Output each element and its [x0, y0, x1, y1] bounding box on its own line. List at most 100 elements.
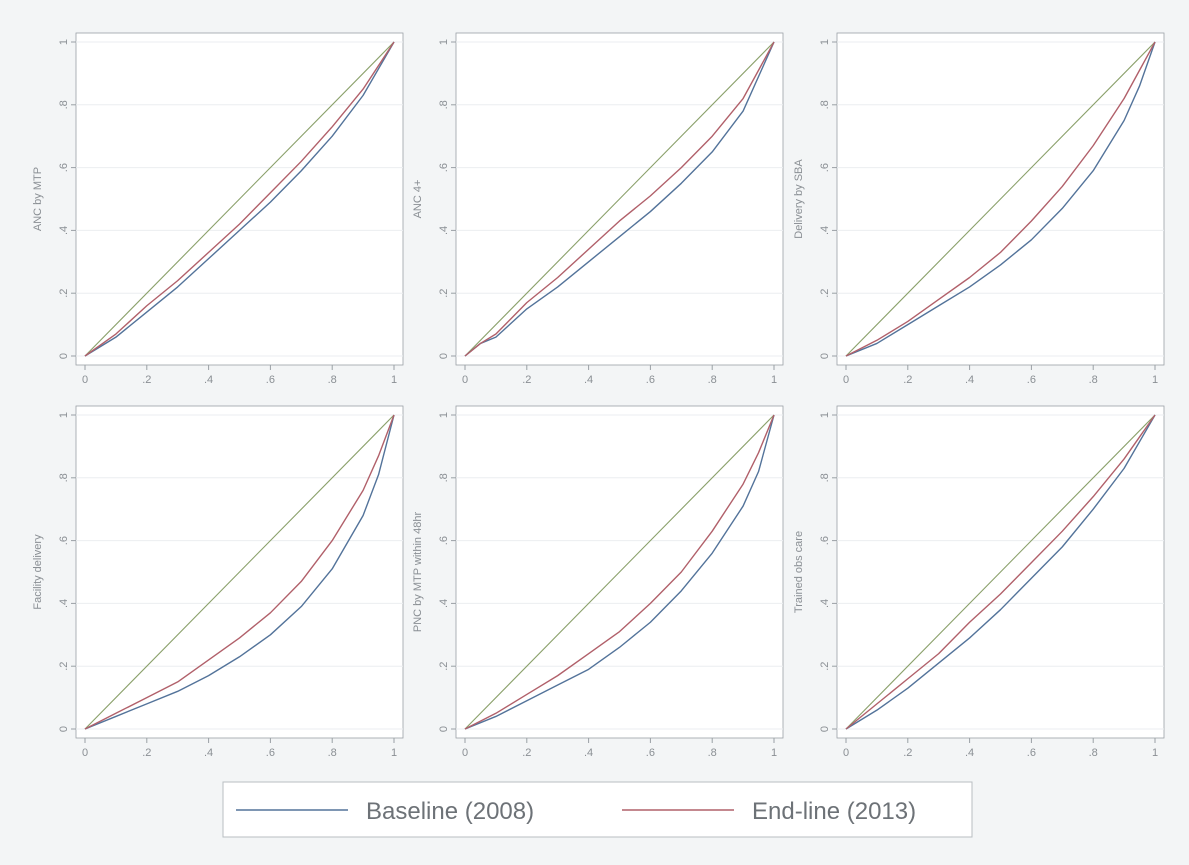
x-tick-label: .4 [204, 374, 213, 386]
baseline-curve [845, 41, 1156, 357]
x-tick-label: 0 [82, 747, 88, 759]
legend-baseline-label: Baseline (2008) [366, 798, 534, 825]
y-tick-label: .6 [819, 536, 831, 545]
y-tick-label: .6 [58, 536, 70, 545]
y-tick-label: 1 [58, 39, 70, 45]
x-tick-label: .6 [646, 374, 655, 386]
endline-curve [845, 41, 1156, 357]
x-tick-label: .4 [584, 374, 593, 386]
legend: Baseline (2008) End-line (2013) [222, 781, 973, 838]
y-tick-label: .2 [58, 662, 70, 671]
y-axis-title: Facility delivery [32, 534, 44, 610]
y-tick-label: 0 [819, 726, 831, 732]
x-tick-label: .8 [708, 747, 717, 759]
equality-line [845, 414, 1156, 730]
y-tick-label: 0 [438, 726, 450, 732]
x-tick-label: .8 [328, 374, 337, 386]
y-axis-title: PNC by MTP within 48hr [412, 512, 424, 633]
x-tick-label: .6 [646, 747, 655, 759]
x-tick-label: .2 [522, 374, 531, 386]
x-tick-label: .8 [1089, 374, 1098, 386]
y-tick-label: 1 [58, 412, 70, 418]
baseline-curve [464, 41, 775, 357]
x-tick-label: .6 [1027, 374, 1036, 386]
y-tick-label: 0 [438, 353, 450, 359]
x-tick-label: .8 [708, 374, 717, 386]
x-tick-label: .6 [266, 747, 275, 759]
baseline-curve [84, 414, 395, 730]
x-tick-label: 1 [391, 374, 397, 386]
y-tick-label: .8 [438, 100, 450, 109]
panel-2: 0 .2 .4 .6 .8 1 0 .2 .4 .6 .8 1 ANC 4+ [412, 32, 784, 386]
panel-1: 0 .2 .4 .6 .8 1 0 .2 .4 .6 .8 1 ANC by MTP [32, 32, 404, 386]
y-tick-label: 1 [819, 412, 831, 418]
x-tick-label: 0 [462, 747, 468, 759]
y-axis-title: Delivery by SBA [793, 159, 805, 239]
panel-4: 0 .2 .4 .6 .8 1 0 .2 .4 .6 .8 1 Facility delivery [32, 405, 404, 759]
equality-line [84, 41, 395, 357]
y-tick-label: .8 [58, 473, 70, 482]
y-tick-label: .6 [58, 163, 70, 172]
y-tick-label: .4 [58, 226, 70, 235]
x-tick-label: .6 [1027, 747, 1036, 759]
panel-5: 0 .2 .4 .6 .8 1 0 .2 .4 .6 .8 1 PNC by MTP within 48… [412, 405, 784, 759]
y-tick-label: .4 [438, 226, 450, 235]
equality-line [464, 41, 775, 357]
baseline-curve [845, 414, 1156, 730]
y-tick-label: 1 [438, 39, 450, 45]
x-tick-label: .4 [965, 747, 974, 759]
y-tick-label: .4 [438, 599, 450, 608]
y-tick-label: .6 [819, 163, 831, 172]
equality-line [84, 414, 395, 730]
y-tick-label: .8 [438, 473, 450, 482]
y-tick-label: 0 [58, 353, 70, 359]
y-tick-label: .8 [819, 100, 831, 109]
endline-curve [84, 414, 395, 730]
y-tick-label: .4 [819, 226, 831, 235]
baseline-curve [84, 41, 395, 357]
endline-curve [84, 41, 395, 357]
x-tick-label: .2 [903, 747, 912, 759]
x-tick-label: .6 [266, 374, 275, 386]
x-tick-label: 1 [771, 747, 777, 759]
x-tick-label: 1 [391, 747, 397, 759]
equality-line [464, 414, 775, 730]
x-tick-label: .4 [204, 747, 213, 759]
endline-curve [845, 414, 1156, 730]
endline-curve [464, 414, 775, 730]
x-tick-label: .8 [1089, 747, 1098, 759]
y-tick-label: .2 [438, 662, 450, 671]
y-tick-label: .2 [58, 289, 70, 298]
y-tick-label: 1 [819, 39, 831, 45]
x-tick-label: .2 [142, 374, 151, 386]
x-tick-label: .2 [142, 747, 151, 759]
y-tick-label: .2 [819, 662, 831, 671]
endline-curve [464, 41, 775, 357]
x-tick-label: .4 [584, 747, 593, 759]
y-tick-label: 0 [58, 726, 70, 732]
y-tick-label: .8 [58, 100, 70, 109]
legend-endline-label: End-line (2013) [752, 798, 916, 825]
equality-line [845, 41, 1156, 357]
y-axis-title: ANC by MTP [32, 167, 44, 231]
y-axis-title: ANC 4+ [412, 180, 424, 219]
x-tick-label: .2 [522, 747, 531, 759]
x-tick-label: 0 [462, 374, 468, 386]
x-tick-label: 0 [82, 374, 88, 386]
panel-grid: 0 .2 .4 .6 .8 1 0 .2 .4 .6 .8 1 ANC by MTP 0 .2 .4 .6 .8 1… [32, 32, 1165, 759]
y-tick-label: .6 [438, 163, 450, 172]
panel-3: 0 .2 .4 .6 .8 1 0 .2 .4 .6 .8 1 Delivery by SBA [793, 32, 1165, 386]
x-tick-label: 1 [771, 374, 777, 386]
x-tick-label: 0 [843, 747, 849, 759]
y-tick-label: .2 [819, 289, 831, 298]
baseline-curve [464, 414, 775, 730]
x-tick-label: 1 [1152, 747, 1158, 759]
x-tick-label: .8 [328, 747, 337, 759]
x-tick-label: .2 [903, 374, 912, 386]
y-tick-label: 0 [819, 353, 831, 359]
y-tick-label: 1 [438, 412, 450, 418]
x-tick-label: .4 [965, 374, 974, 386]
y-axis-title: Trained obs care [793, 531, 805, 613]
y-tick-label: .8 [819, 473, 831, 482]
